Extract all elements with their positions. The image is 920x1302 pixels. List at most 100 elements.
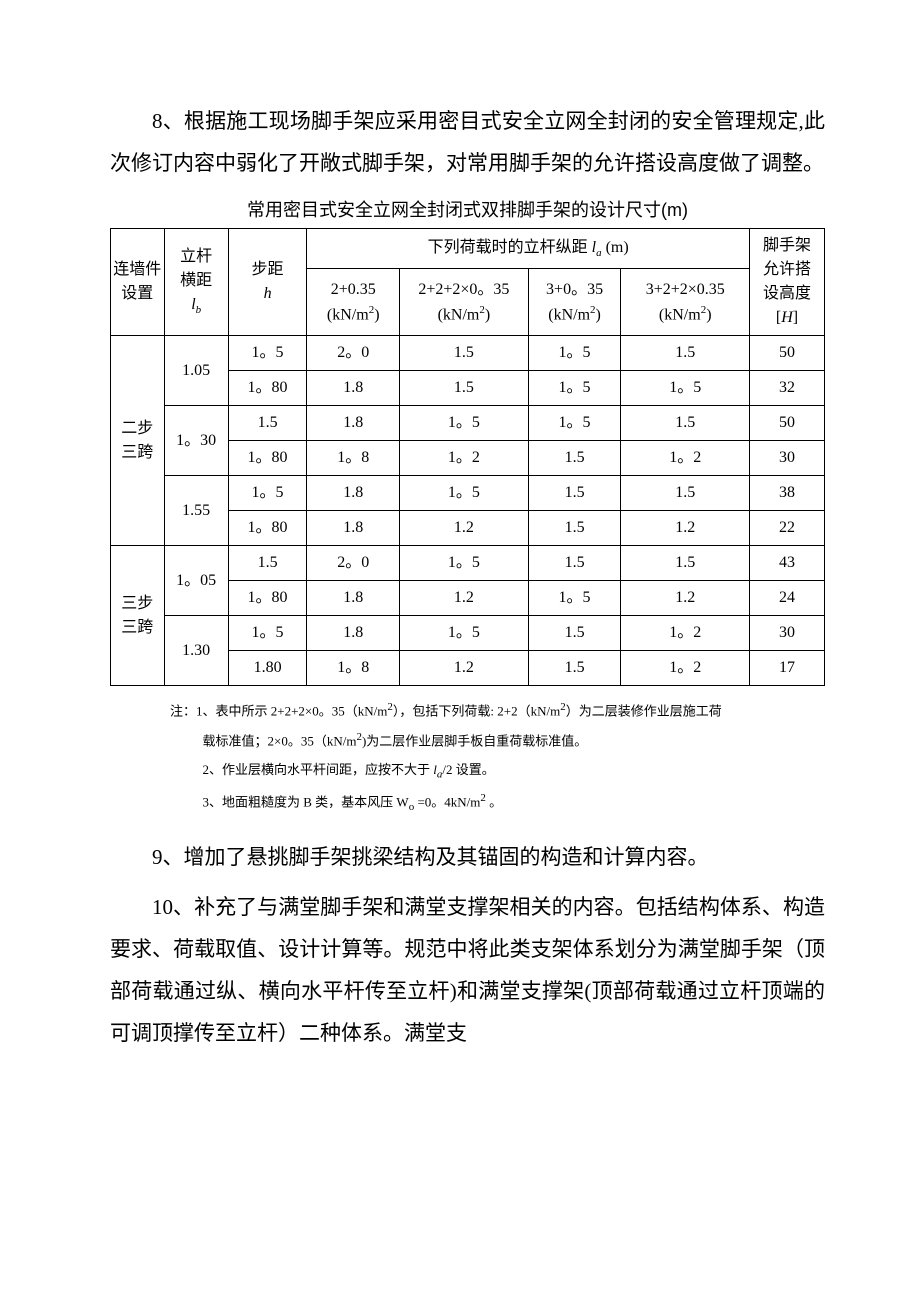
data-cell: 32 <box>749 371 824 406</box>
data-cell: 1。5 <box>228 476 307 511</box>
data-cell: 1。8 <box>307 651 400 686</box>
data-cell: 1。80 <box>228 371 307 406</box>
header-row-1: 连墙件设置 立杆 横距 lb 步距 h 下列荷载时的立杆纵距 la (m) 脚手… <box>111 229 825 269</box>
sh3: 3+0。35 <box>546 281 603 298</box>
n3a: 3、地面粗糙度为 B 类，基本风压 W <box>203 795 409 810</box>
data-cell: 24 <box>749 581 824 616</box>
lb-cell: 1.55 <box>164 476 228 546</box>
uc3: ) <box>596 306 601 323</box>
th-pole-span: 立杆 横距 lb <box>164 229 228 336</box>
th-h-l2: 允许搭 <box>763 261 811 278</box>
table-row: 三步三跨1。051.52。01。51.51.543 <box>111 546 825 581</box>
n2b: /2 设置。 <box>442 762 494 777</box>
n1d: 载标准值；2×0。35（kN/m <box>203 734 357 749</box>
table-notes: 注：1、表中所示 2+2+2×0。35（kN/m2），包括下列荷载: 2+2（k… <box>110 696 825 818</box>
data-cell: 1。5 <box>400 546 529 581</box>
data-cell: 30 <box>749 616 824 651</box>
th-pole-l1: 立杆 <box>180 248 212 265</box>
u3: (kN/m <box>548 306 590 323</box>
paragraph-8: 8、根据施工现场脚手架应采用密目式安全立网全封闭的安全管理规定,此次修订内容中弱… <box>110 100 825 184</box>
table-row: 1.301。51.81。51.51。230 <box>111 616 825 651</box>
data-cell: 2。0 <box>307 336 400 371</box>
data-cell: 1.5 <box>621 336 750 371</box>
data-cell: 1。5 <box>400 476 529 511</box>
th-span-text: 下列荷载时的立杆纵距 <box>428 239 592 256</box>
data-cell: 1.2 <box>400 511 529 546</box>
data-cell: 1.5 <box>400 336 529 371</box>
n3b: =0。4kN/m <box>414 795 480 810</box>
th-sub-2: 2+2+2×0。35 (kN/m2) <box>400 269 529 336</box>
data-cell: 1。5 <box>228 616 307 651</box>
n1b: ），包括下列荷载: 2+2（kN/m <box>393 703 560 718</box>
data-cell: 1.5 <box>528 651 621 686</box>
data-cell: 1.80 <box>228 651 307 686</box>
th-load-span: 下列荷载时的立杆纵距 la (m) <box>307 229 750 269</box>
lb-cell: 1.05 <box>164 336 228 406</box>
note-1-cont: 载标准值；2×0。35（kN/m2)为二层作业层脚手板自重荷载标准值。 <box>203 726 806 754</box>
data-cell: 2。0 <box>307 546 400 581</box>
uc4: ) <box>706 306 711 323</box>
design-dimension-table: 连墙件设置 立杆 横距 lb 步距 h 下列荷载时的立杆纵距 la (m) 脚手… <box>110 228 825 686</box>
data-cell: 1.8 <box>307 476 400 511</box>
data-cell: 50 <box>749 406 824 441</box>
note-1: 注：1、表中所示 2+2+2×0。35（kN/m2），包括下列荷载: 2+2（k… <box>203 696 806 724</box>
th-sub-3: 3+0。35 (kN/m2) <box>528 269 621 336</box>
th-allowed-height: 脚手架 允许搭 设高度 [H] <box>749 229 824 336</box>
data-cell: 1.2 <box>621 581 750 616</box>
th-sub-4: 3+2+2×0.35 (kN/m2) <box>621 269 750 336</box>
data-cell: 1.5 <box>621 546 750 581</box>
note-3: 3、地面粗糙度为 B 类，基本风压 Wo =0。4kN/m2 。 <box>203 787 806 818</box>
data-cell: 1。8 <box>307 441 400 476</box>
lb-cell: 1。30 <box>164 406 228 476</box>
sh1: 2+0.35 <box>331 281 376 298</box>
data-cell: 38 <box>749 476 824 511</box>
data-cell: 1。5 <box>528 581 621 616</box>
data-cell: 1.8 <box>307 406 400 441</box>
note-prefix: 注： <box>170 703 196 718</box>
data-cell: 1。2 <box>621 441 750 476</box>
paragraph-10: 10、补充了与满堂脚手架和满堂支撑架相关的内容。包括结构体系、构造要求、荷载取值… <box>110 886 825 1054</box>
table-row: 1.551。51.81。51.51.538 <box>111 476 825 511</box>
data-cell: 50 <box>749 336 824 371</box>
group-label: 二步三跨 <box>111 336 165 546</box>
data-cell: 1.5 <box>400 371 529 406</box>
data-cell: 1。2 <box>400 441 529 476</box>
group-label: 三步三跨 <box>111 546 165 686</box>
th-h-l3: 设高度 <box>763 285 811 302</box>
data-cell: 1.5 <box>228 546 307 581</box>
data-cell: 1.5 <box>528 546 621 581</box>
data-cell: 1.5 <box>621 476 750 511</box>
data-cell: 1。2 <box>621 651 750 686</box>
uc2: ) <box>485 306 490 323</box>
data-cell: 1。5 <box>528 406 621 441</box>
data-cell: 1.5 <box>228 406 307 441</box>
data-cell: 1.8 <box>307 511 400 546</box>
data-cell: 1.5 <box>528 441 621 476</box>
data-cell: 1。2 <box>621 616 750 651</box>
th-wall-tie: 连墙件设置 <box>111 229 165 336</box>
th-span-unit: (m) <box>602 239 629 256</box>
data-cell: 1。5 <box>228 336 307 371</box>
data-cell: 1。5 <box>621 371 750 406</box>
data-cell: 1。80 <box>228 511 307 546</box>
u2: (kN/m <box>438 306 480 323</box>
n3c: 。 <box>486 795 502 810</box>
paragraph-9: 9、增加了悬挑脚手架挑梁结构及其锚固的构造和计算内容。 <box>110 836 825 878</box>
data-cell: 1。5 <box>528 336 621 371</box>
n1c: ）为二层装修作业层施工荷 <box>566 703 722 718</box>
table-row: 二步三跨1.051。52。01.51。51.550 <box>111 336 825 371</box>
lb-cell: 1。05 <box>164 546 228 616</box>
n1a: 1、表中所示 2+2+2×0。35（kN/m <box>196 703 387 718</box>
th-h-l1: 脚手架 <box>763 237 811 254</box>
data-cell: 1.8 <box>307 616 400 651</box>
data-cell: 1.5 <box>621 406 750 441</box>
data-cell: 1.5 <box>528 476 621 511</box>
th-step: 步距 h <box>228 229 307 336</box>
data-cell: 1.5 <box>528 511 621 546</box>
sh4: 3+2+2×0.35 <box>646 281 725 298</box>
th-sub-1: 2+0.35 (kN/m2) <box>307 269 400 336</box>
lb-cell: 1.30 <box>164 616 228 686</box>
table-row: 1。301.51.81。51。51.550 <box>111 406 825 441</box>
th-step-l1: 步距 <box>252 261 284 278</box>
data-cell: 1.2 <box>621 511 750 546</box>
